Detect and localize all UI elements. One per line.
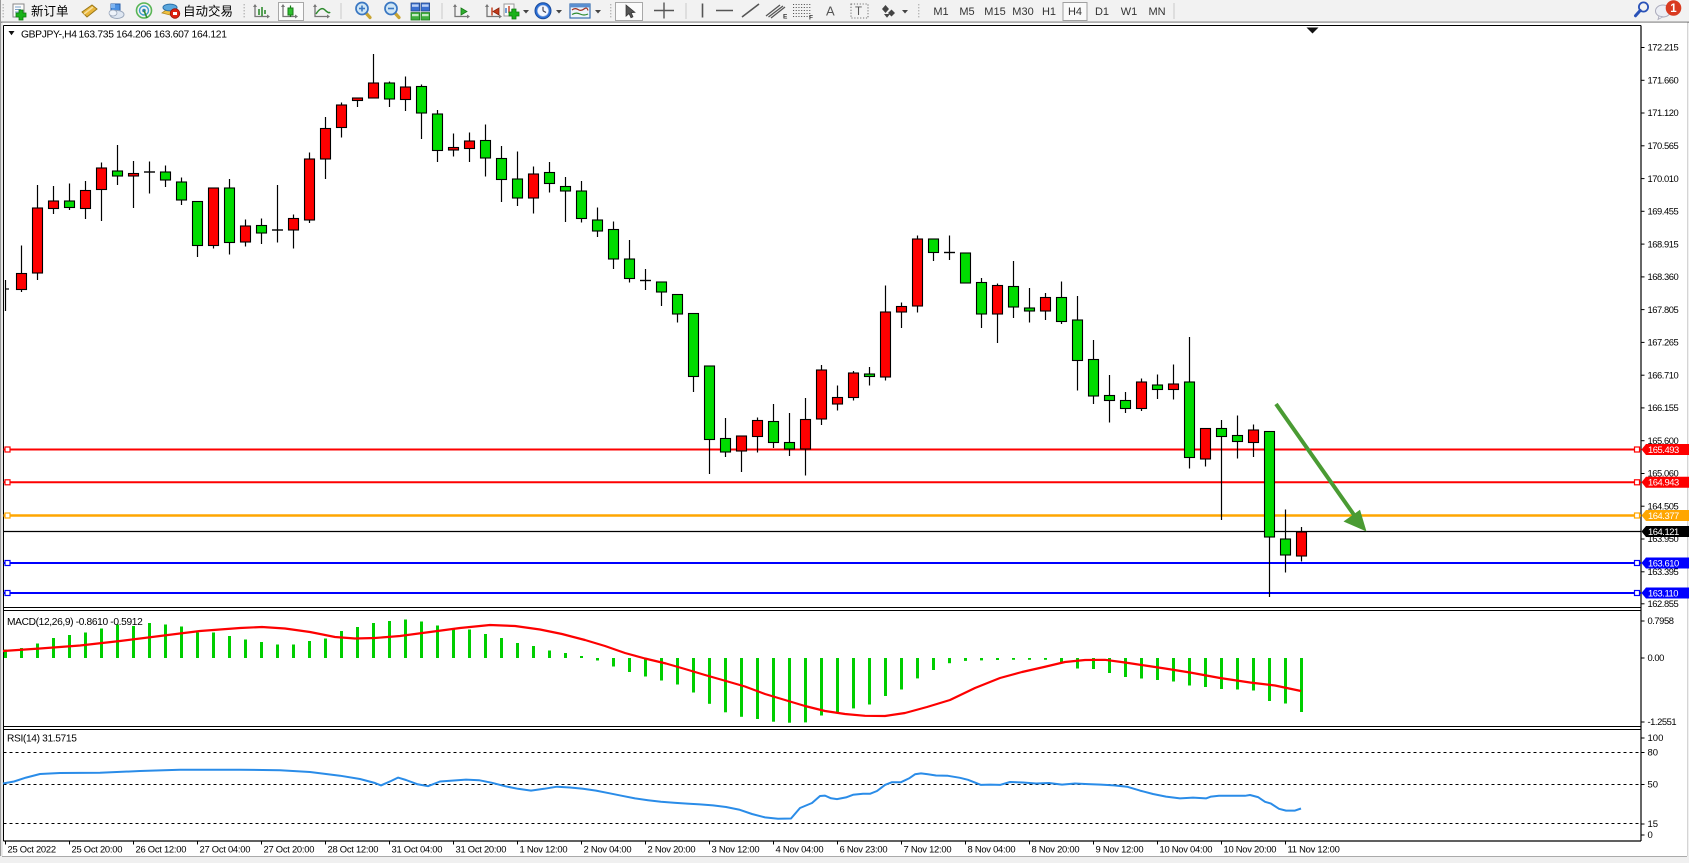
svg-text:RSI(14) 31.5715: RSI(14) 31.5715 xyxy=(7,734,77,745)
svg-text:163.950: 163.950 xyxy=(1648,533,1679,544)
svg-text:-1.2551: -1.2551 xyxy=(1648,716,1677,727)
svg-text:26 Oct 12:00: 26 Oct 12:00 xyxy=(136,844,187,855)
svg-text:M5: M5 xyxy=(959,6,974,18)
svg-text:H4: H4 xyxy=(1068,6,1082,18)
svg-text:E: E xyxy=(783,14,788,21)
svg-text:2 Nov 20:00: 2 Nov 20:00 xyxy=(648,844,696,855)
svg-text:11 Nov 12:00: 11 Nov 12:00 xyxy=(1288,844,1340,855)
svg-text:9 Nov 12:00: 9 Nov 12:00 xyxy=(1096,844,1144,855)
svg-text:M1: M1 xyxy=(933,6,948,18)
svg-text:163.610: 163.610 xyxy=(1648,557,1679,568)
svg-text:0: 0 xyxy=(1648,830,1653,841)
svg-text:自动交易: 自动交易 xyxy=(183,4,233,19)
svg-text:165.493: 165.493 xyxy=(1648,444,1679,455)
svg-text:31 Oct 20:00: 31 Oct 20:00 xyxy=(456,844,507,855)
svg-text:0.00: 0.00 xyxy=(1648,652,1665,663)
svg-text:170.010: 170.010 xyxy=(1648,173,1679,184)
svg-text:新订单: 新订单 xyxy=(31,4,69,19)
svg-text:2 Nov 04:00: 2 Nov 04:00 xyxy=(584,844,632,855)
svg-text:169.455: 169.455 xyxy=(1648,206,1679,217)
svg-text:168.360: 168.360 xyxy=(1648,271,1679,282)
svg-text:0.7958: 0.7958 xyxy=(1648,615,1674,626)
svg-text:15: 15 xyxy=(1648,819,1659,830)
svg-text:6 Nov 23:00: 6 Nov 23:00 xyxy=(840,844,888,855)
svg-text:8 Nov 04:00: 8 Nov 04:00 xyxy=(968,844,1016,855)
svg-text:166.155: 166.155 xyxy=(1648,402,1679,413)
svg-text:MACD(12,26,9) -0.8610 -0.5912: MACD(12,26,9) -0.8610 -0.5912 xyxy=(7,617,143,628)
svg-text:100: 100 xyxy=(1648,733,1664,744)
svg-text:27 Oct 20:00: 27 Oct 20:00 xyxy=(264,844,315,855)
svg-text:50: 50 xyxy=(1648,780,1659,791)
svg-text:162.855: 162.855 xyxy=(1648,598,1679,609)
svg-text:164.121: 164.121 xyxy=(1648,526,1679,537)
svg-text:167.265: 167.265 xyxy=(1648,337,1679,348)
svg-text:1: 1 xyxy=(1670,3,1677,15)
svg-text:164.943: 164.943 xyxy=(1648,477,1679,488)
svg-text:80: 80 xyxy=(1648,748,1659,759)
svg-text:8 Nov 20:00: 8 Nov 20:00 xyxy=(1032,844,1080,855)
svg-text:171.660: 171.660 xyxy=(1648,75,1679,86)
svg-text:W1: W1 xyxy=(1121,6,1138,18)
svg-text:167.805: 167.805 xyxy=(1648,304,1679,315)
svg-text:28 Oct 12:00: 28 Oct 12:00 xyxy=(328,844,379,855)
svg-text:31 Oct 04:00: 31 Oct 04:00 xyxy=(392,844,443,855)
svg-text:164.377: 164.377 xyxy=(1648,510,1679,521)
svg-text:A: A xyxy=(826,4,835,19)
svg-text:170.565: 170.565 xyxy=(1648,140,1679,151)
svg-text:172.215: 172.215 xyxy=(1648,42,1679,53)
svg-text:M30: M30 xyxy=(1012,6,1033,18)
svg-text:166.710: 166.710 xyxy=(1648,369,1679,380)
svg-text:163.395: 163.395 xyxy=(1648,566,1679,577)
svg-text:7 Nov 12:00: 7 Nov 12:00 xyxy=(904,844,952,855)
svg-text:GBPJPY-,H4: GBPJPY-,H4 xyxy=(21,30,77,41)
svg-text:M15: M15 xyxy=(984,6,1005,18)
svg-text:10 Nov 20:00: 10 Nov 20:00 xyxy=(1224,844,1277,855)
svg-text:165.600: 165.600 xyxy=(1648,435,1679,446)
svg-text:168.915: 168.915 xyxy=(1648,238,1679,249)
svg-text:164.505: 164.505 xyxy=(1648,500,1679,511)
svg-text:T: T xyxy=(855,6,862,18)
svg-text:163.735 164.206 163.607 164.12: 163.735 164.206 163.607 164.121 xyxy=(79,30,228,41)
svg-text:165.060: 165.060 xyxy=(1648,468,1679,479)
svg-text:25 Oct 20:00: 25 Oct 20:00 xyxy=(72,844,123,855)
svg-text:4 Nov 04:00: 4 Nov 04:00 xyxy=(776,844,824,855)
svg-text:H1: H1 xyxy=(1042,6,1056,18)
svg-text:10 Nov 04:00: 10 Nov 04:00 xyxy=(1160,844,1213,855)
svg-text:1 Nov 12:00: 1 Nov 12:00 xyxy=(520,844,568,855)
svg-text:171.120: 171.120 xyxy=(1648,107,1679,118)
svg-text:163.110: 163.110 xyxy=(1648,587,1678,598)
svg-text:3 Nov 12:00: 3 Nov 12:00 xyxy=(712,844,760,855)
svg-text:25 Oct 2022: 25 Oct 2022 xyxy=(8,844,56,855)
svg-text:F: F xyxy=(809,15,813,22)
svg-text:MN: MN xyxy=(1148,6,1165,18)
svg-text:27 Oct 04:00: 27 Oct 04:00 xyxy=(200,844,251,855)
svg-text:D1: D1 xyxy=(1095,6,1109,18)
